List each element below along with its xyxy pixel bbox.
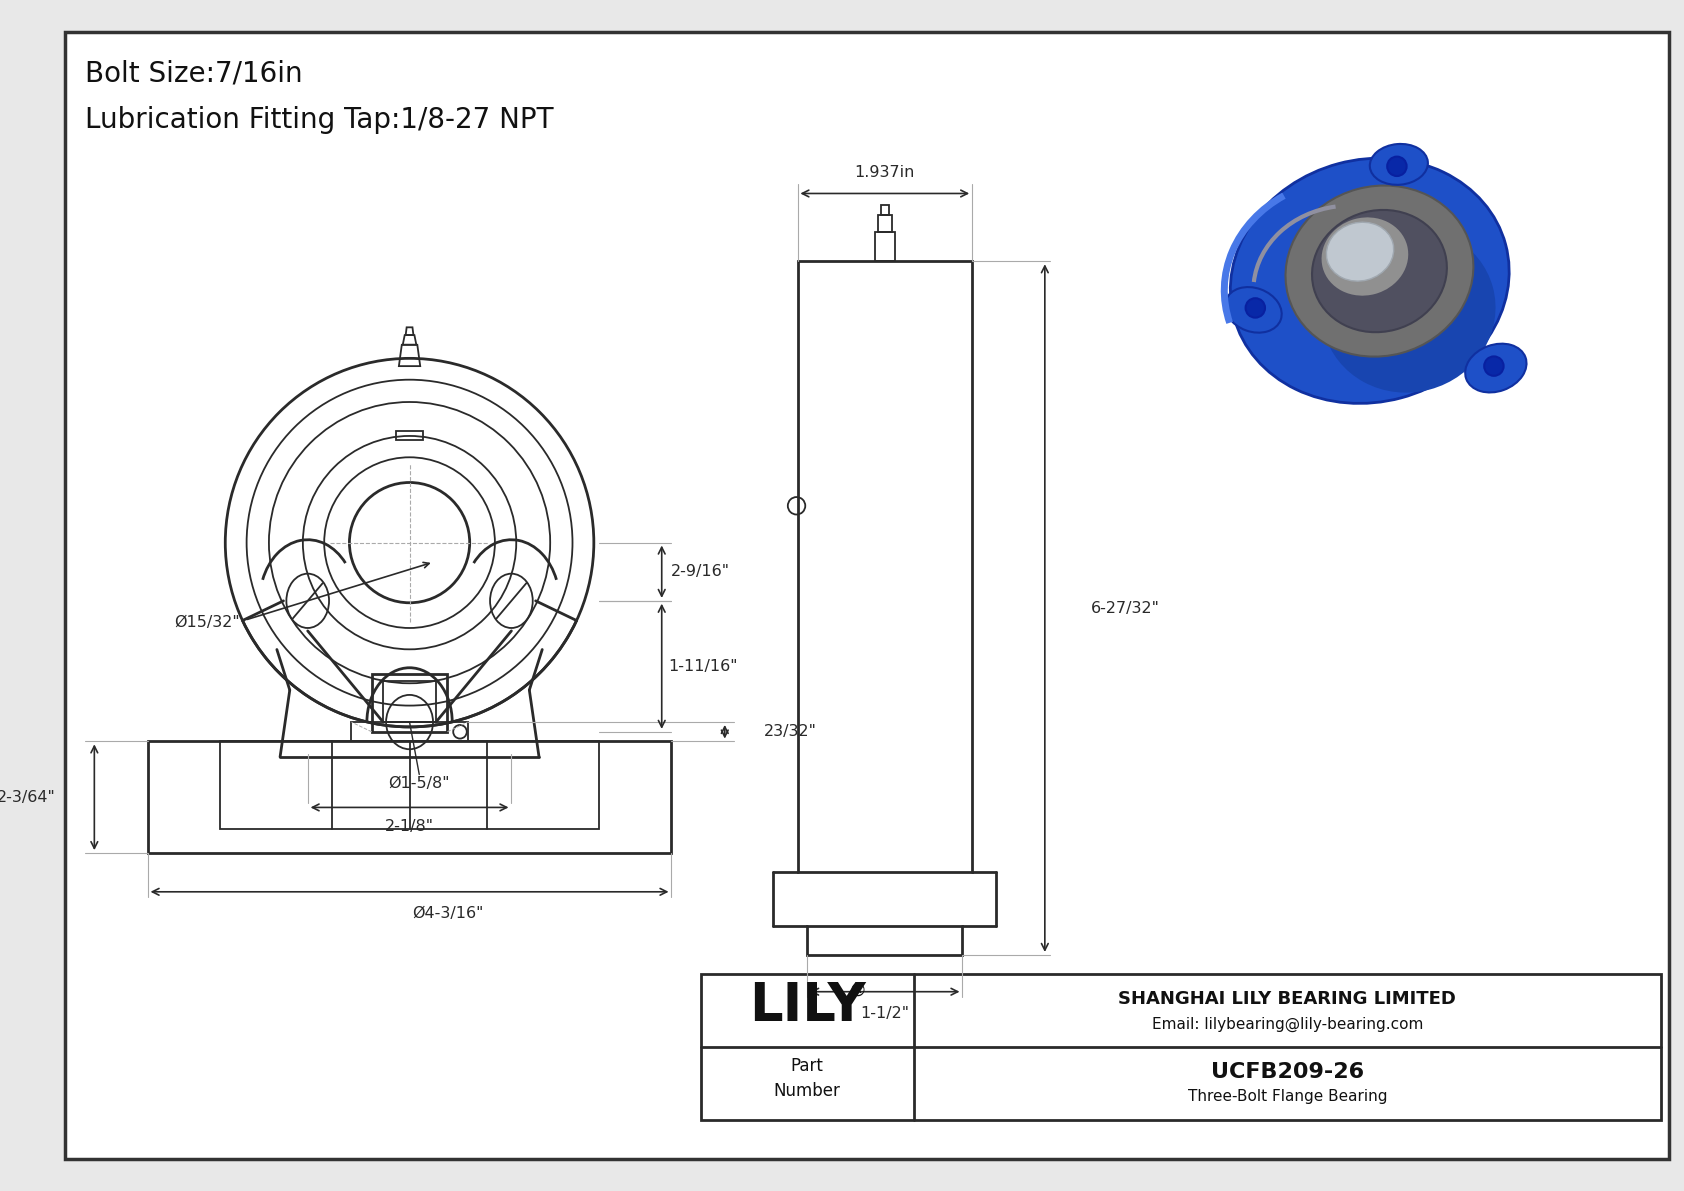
Text: 2-3/64": 2-3/64" bbox=[0, 790, 56, 805]
Ellipse shape bbox=[1369, 144, 1428, 185]
Text: ®: ® bbox=[849, 983, 867, 1000]
Bar bbox=[221, 742, 600, 829]
Bar bbox=[798, 261, 972, 872]
Bar bbox=[372, 674, 448, 731]
Text: 1-11/16": 1-11/16" bbox=[669, 659, 738, 674]
Ellipse shape bbox=[1322, 227, 1495, 393]
Bar bbox=[881, 205, 889, 214]
Circle shape bbox=[1388, 157, 1406, 176]
Bar bbox=[396, 431, 423, 439]
Text: Three-Bolt Flange Bearing: Three-Bolt Flange Bearing bbox=[1187, 1090, 1388, 1104]
Ellipse shape bbox=[1327, 223, 1394, 281]
Text: 23/32": 23/32" bbox=[763, 724, 817, 740]
Bar bbox=[384, 681, 436, 722]
Text: UCFB209-26: UCFB209-26 bbox=[1211, 1061, 1364, 1081]
Circle shape bbox=[1246, 298, 1265, 318]
Ellipse shape bbox=[1224, 287, 1282, 332]
Ellipse shape bbox=[1312, 210, 1447, 332]
Ellipse shape bbox=[1322, 218, 1408, 295]
Text: 2-9/16": 2-9/16" bbox=[670, 565, 731, 579]
Ellipse shape bbox=[1231, 158, 1509, 404]
Bar bbox=[352, 722, 468, 742]
Text: Ø15/32": Ø15/32" bbox=[173, 615, 239, 630]
Bar bbox=[877, 214, 891, 232]
Text: 1.937in: 1.937in bbox=[854, 164, 914, 180]
Text: LILY: LILY bbox=[749, 980, 866, 1031]
Circle shape bbox=[1484, 356, 1504, 376]
Bar bbox=[701, 974, 1660, 1120]
Text: Ø1-5/8": Ø1-5/8" bbox=[389, 777, 450, 791]
Bar bbox=[148, 742, 672, 853]
Text: Email: lilybearing@lily-bearing.com: Email: lilybearing@lily-bearing.com bbox=[1152, 1017, 1423, 1031]
Text: 6-27/32": 6-27/32" bbox=[1091, 600, 1159, 616]
Text: Bolt Size:7/16in: Bolt Size:7/16in bbox=[84, 60, 301, 88]
Ellipse shape bbox=[1465, 344, 1526, 393]
Bar bbox=[876, 232, 894, 261]
Text: Lubrication Fitting Tap:1/8-27 NPT: Lubrication Fitting Tap:1/8-27 NPT bbox=[84, 106, 552, 135]
Text: 1-1/2": 1-1/2" bbox=[861, 1005, 909, 1021]
Bar bbox=[807, 925, 962, 955]
Text: SHANGHAI LILY BEARING LIMITED: SHANGHAI LILY BEARING LIMITED bbox=[1118, 990, 1457, 1008]
Text: Part
Number: Part Number bbox=[773, 1056, 840, 1100]
Ellipse shape bbox=[1285, 186, 1474, 356]
Text: 2-1/8": 2-1/8" bbox=[386, 819, 434, 835]
Text: Ø4-3/16": Ø4-3/16" bbox=[413, 905, 483, 921]
